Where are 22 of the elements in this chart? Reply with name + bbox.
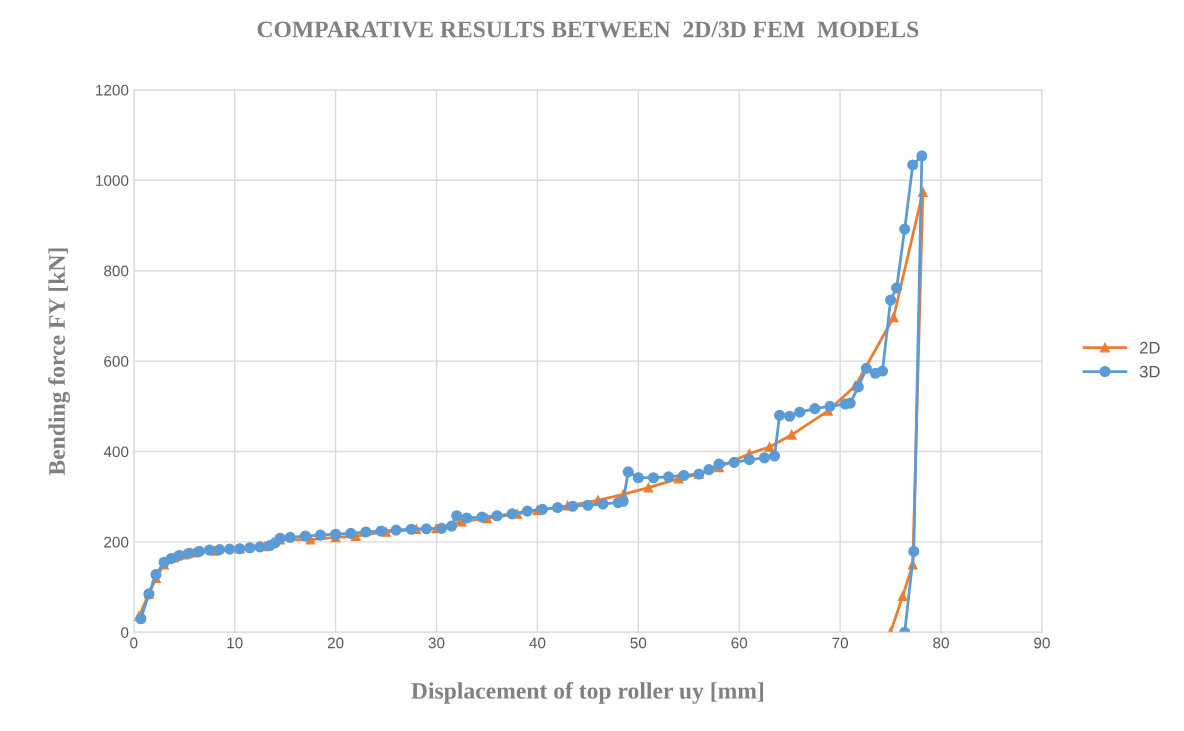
y-tick-label: 800 xyxy=(104,265,129,277)
x-tick-label: 40 xyxy=(529,637,546,649)
y-tick-label: 600 xyxy=(104,355,129,367)
y-tick-label: 1200 xyxy=(96,84,129,96)
x-tick-label: 80 xyxy=(933,637,949,649)
chart-title: COMPARATIVE RESULTS BETWEEN 2D/3D FEM MODELS xyxy=(257,21,919,38)
legend-label: 3D xyxy=(1139,365,1160,378)
x-tick-label: 20 xyxy=(327,637,344,649)
y-axis-title: Bending force FY [kN] xyxy=(48,248,70,476)
x-axis-title: Displacement of top roller uy [mm] xyxy=(411,681,764,704)
x-tick-label: 60 xyxy=(731,637,748,649)
x-tick-label: 90 xyxy=(1034,637,1050,649)
x-tick-label: 70 xyxy=(832,637,849,649)
y-tick-label: 0 xyxy=(121,627,129,638)
x-tick-label: 50 xyxy=(630,637,647,649)
x-tick-label: 30 xyxy=(428,637,445,649)
y-tick-label: 400 xyxy=(103,446,129,458)
y-tick-label: 1000 xyxy=(96,175,129,186)
y-tick-label: 200 xyxy=(104,536,129,548)
legend-label: 2D xyxy=(1140,341,1160,354)
x-tick-label: 10 xyxy=(227,637,243,649)
x-tick-label: 0 xyxy=(130,637,138,649)
